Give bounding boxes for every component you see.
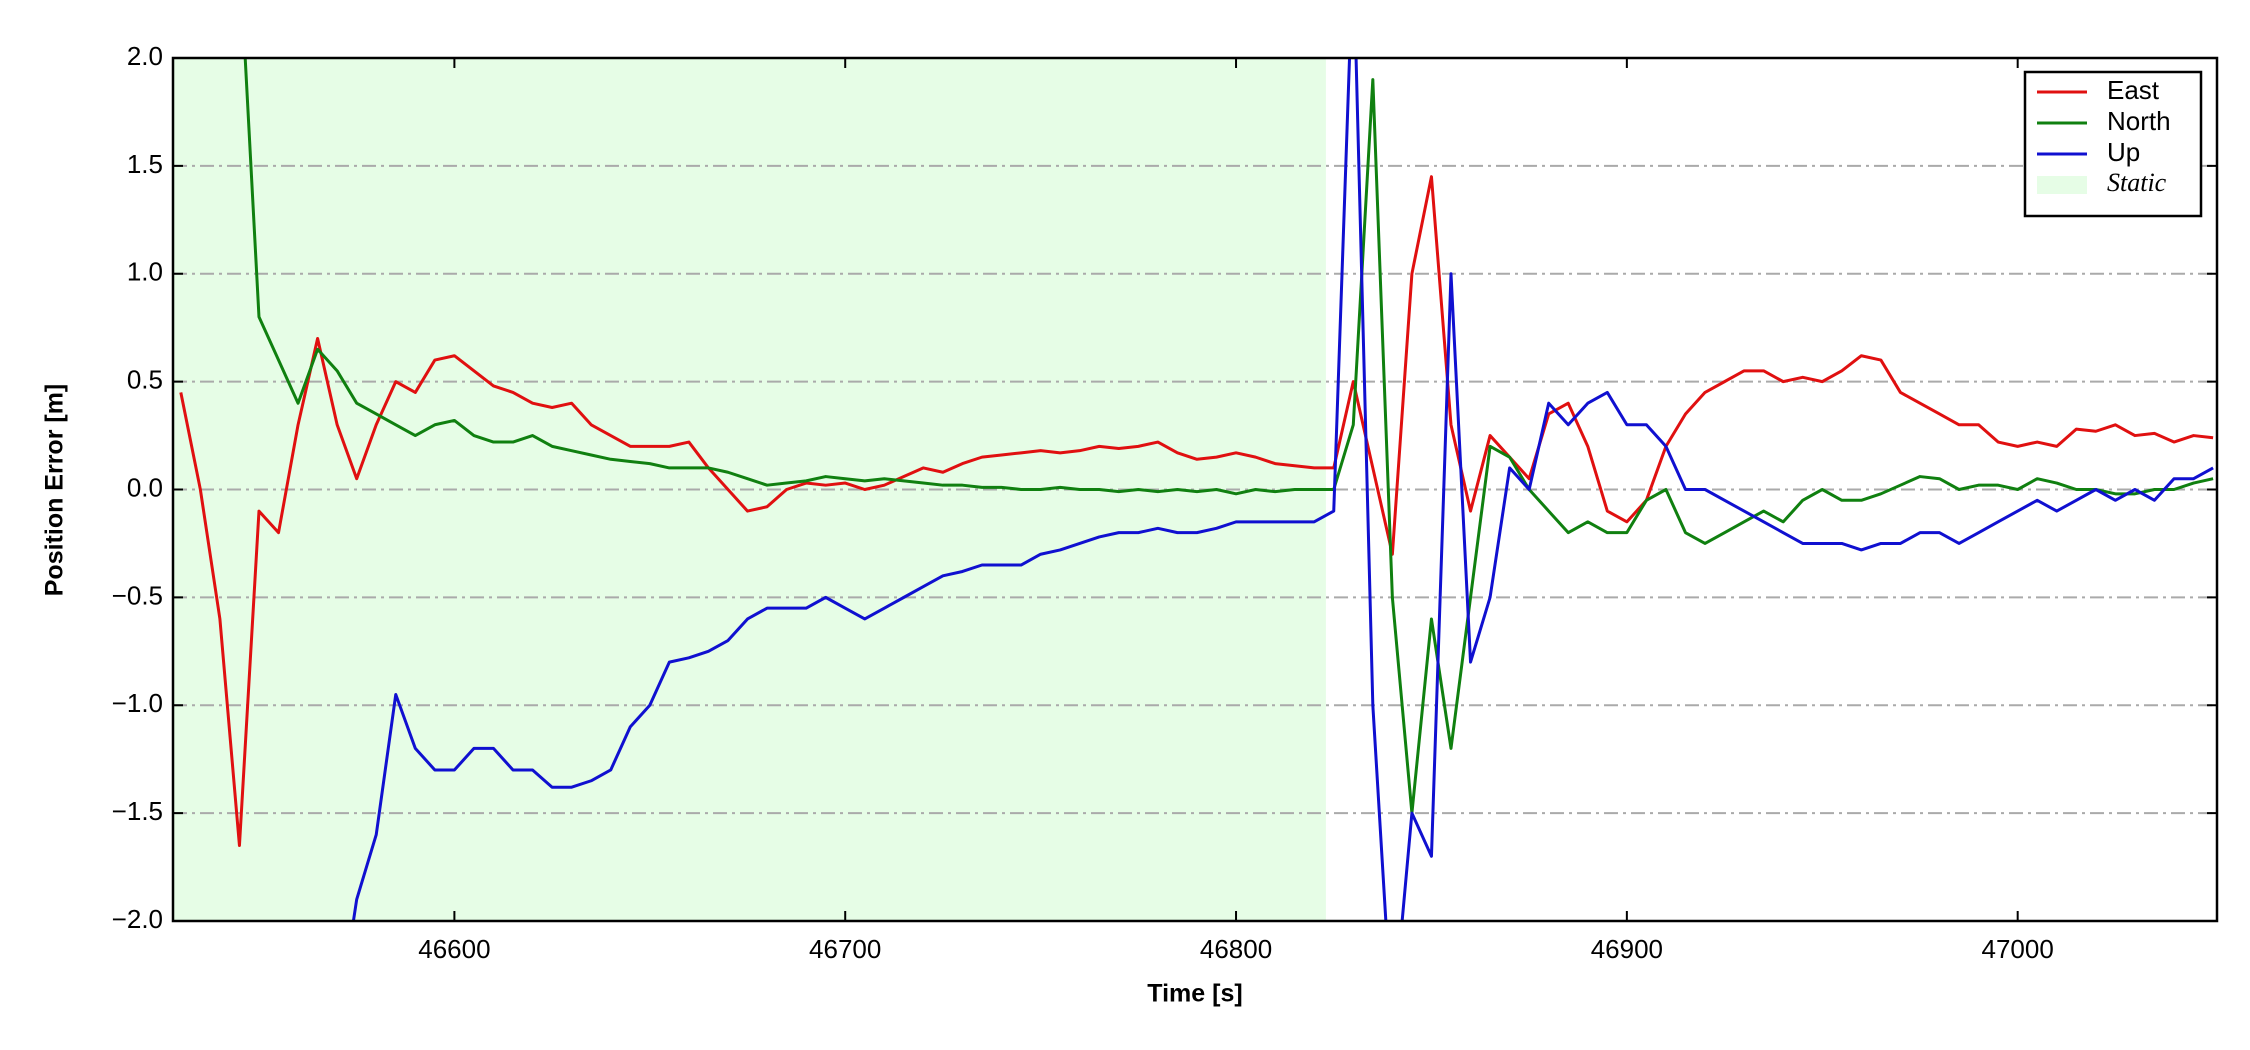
y-tick-label: 1.5	[127, 149, 163, 179]
x-axis-label: Time [s]	[1147, 980, 1242, 1008]
x-tick-label: 47000	[1982, 934, 2054, 964]
series-line	[351, 58, 2214, 921]
x-tick-label: 46800	[1200, 934, 1272, 964]
x-tick-label: 46600	[418, 934, 490, 964]
y-tick-label: −0.5	[112, 580, 163, 610]
y-tick-label: −1.5	[112, 796, 163, 826]
x-tick-label: 46900	[1591, 934, 1663, 964]
legend-label: East	[2107, 75, 2160, 105]
legend-swatch	[2037, 176, 2087, 194]
series-line	[243, 58, 2214, 815]
series-line	[179, 175, 2214, 847]
y-tick-label: −1.0	[112, 688, 163, 718]
legend-label: Up	[2107, 137, 2140, 167]
x-tick-label: 46700	[809, 934, 881, 964]
y-tick-label: −2.0	[112, 904, 163, 934]
y-axis-label: Position Error [m]	[41, 384, 69, 597]
y-tick-label: 1.0	[127, 257, 163, 287]
ticks: −2.0 −1.5 −1.0 −0.5 0.0 0.5 1.0 1.5 2.0 46600 4670…	[112, 41, 2217, 964]
lines	[179, 58, 2214, 921]
legend-label: Static	[2107, 168, 2167, 197]
y-tick-label: 0.0	[127, 472, 163, 502]
y-tick-label: 0.5	[127, 365, 163, 395]
y-tick-label: 2.0	[127, 41, 163, 71]
legend-label: North	[2107, 106, 2171, 136]
